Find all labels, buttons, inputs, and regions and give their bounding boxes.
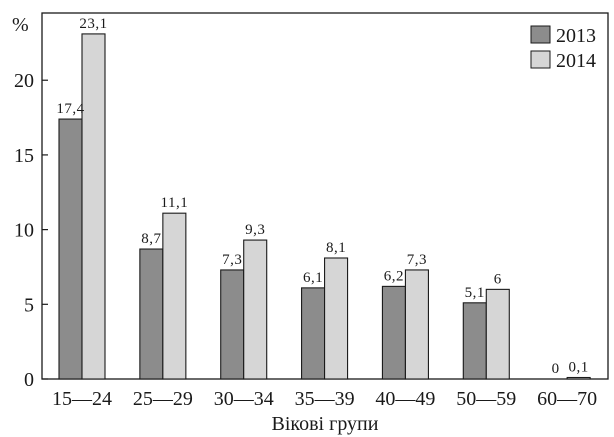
value-label-2014-25—29: 11,1 (161, 195, 189, 211)
value-label-2014-15—24: 23,1 (79, 16, 107, 32)
bar-2013-15—24 (58, 118, 83, 380)
bar-2013-40—49 (381, 285, 406, 380)
bar-2014-40—49 (404, 269, 429, 380)
x-tick-label: 35—39 (295, 388, 355, 410)
y-tick-label: 5 (24, 294, 34, 316)
x-tick-label: 30—34 (214, 388, 274, 410)
x-tick-label: 15—24 (52, 388, 112, 410)
y-tick-label: 15 (14, 145, 34, 167)
data-labels: 17,423,18,711,17,39,36,18,16,27,35,160 0,… (56, 16, 588, 377)
bar-2014-25—29 (162, 212, 187, 380)
legend-label-2014: 2014 (556, 50, 596, 72)
bar-2014-35—39 (324, 257, 349, 380)
value-label-2013-15—24: 17,4 (56, 101, 84, 117)
y-axis: 0 5 10 15 20 (14, 70, 48, 391)
x-tick-label: 50—59 (456, 388, 516, 410)
bar-2014-60—70 (566, 376, 591, 380)
value-label-2013-50—59: 5,1 (465, 285, 485, 301)
x-tick-label: 60—70 (537, 388, 597, 410)
bar-2013-50—59 (462, 302, 487, 380)
y-tick-label: 0 (24, 369, 34, 391)
value-label-2014-50—59: 6 (494, 271, 502, 287)
value-label-2013-35—39: 6,1 (303, 270, 323, 286)
x-axis: 15—24 25—29 30—34 35—39 40—49 50—59 60—70 (52, 388, 597, 410)
bar-2013-25—29 (139, 248, 164, 380)
value-label-2013-30—34: 7,3 (222, 252, 242, 268)
bar-2013-30—34 (220, 269, 245, 380)
value-label-2013-25—29: 8,7 (141, 231, 161, 247)
x-tick-label: 40—49 (375, 388, 435, 410)
value-label-2013-60—70: 0 (552, 361, 560, 377)
value-label-2014-40—49: 7,3 (407, 252, 427, 268)
legend: 2013 2014 (530, 25, 596, 72)
x-axis-label: Вікові групи (272, 413, 379, 435)
y-axis-label: % (12, 14, 29, 36)
x-tick-label: 25—29 (133, 388, 193, 410)
value-label-2014-30—34: 9,3 (245, 222, 265, 238)
legend-swatch-2013 (530, 25, 551, 44)
value-label-2013-40—49: 6,2 (384, 268, 404, 284)
bars (58, 33, 591, 380)
bar-2013-35—39 (301, 287, 326, 380)
bar-2014-30—34 (243, 239, 268, 380)
legend-label-2013: 2013 (556, 25, 596, 47)
value-label-2014-60—70: 0,1 (569, 360, 589, 376)
value-label-2014-35—39: 8,1 (326, 240, 346, 256)
bar-2014-50—59 (485, 288, 510, 380)
y-tick-label: 20 (14, 70, 34, 92)
legend-swatch-2014 (530, 50, 551, 69)
bar-2014-15—24 (81, 33, 106, 380)
y-tick-label: 10 (14, 220, 34, 242)
